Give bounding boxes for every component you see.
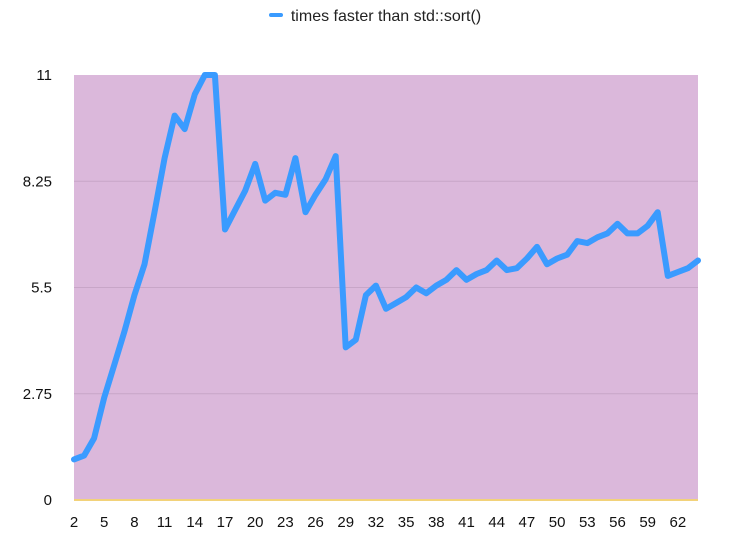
x-tick-label: 35 (398, 514, 415, 531)
data-point (614, 221, 620, 227)
data-point (403, 294, 409, 300)
data-point (272, 190, 278, 196)
data-point (484, 267, 490, 273)
data-point (141, 261, 147, 267)
data-point (282, 192, 288, 198)
data-point (242, 188, 248, 194)
data-point (574, 238, 580, 244)
data-point (152, 209, 158, 215)
data-point (514, 265, 520, 271)
data-point (91, 435, 97, 441)
x-tick-label: 32 (368, 514, 385, 531)
data-point (182, 126, 188, 132)
data-point (222, 227, 228, 233)
x-tick-label: 20 (247, 514, 264, 531)
data-point (192, 91, 198, 97)
x-tick-label: 26 (307, 514, 324, 531)
x-tick-label: 44 (488, 514, 505, 531)
data-point (635, 230, 641, 236)
data-point (323, 176, 329, 182)
data-point (655, 209, 661, 215)
data-point (252, 161, 258, 167)
x-tick-label: 8 (130, 514, 138, 531)
data-point (393, 300, 399, 306)
data-point (645, 223, 651, 229)
y-tick-label: 8.25 (23, 173, 52, 190)
x-tick-label: 5 (100, 514, 108, 531)
x-tick-label: 17 (217, 514, 234, 531)
data-point (494, 257, 500, 263)
x-tick-label: 62 (670, 514, 687, 531)
x-tick-label: 14 (186, 514, 203, 531)
data-point (594, 234, 600, 240)
data-point (353, 337, 359, 343)
y-tick-label: 5.5 (31, 280, 52, 297)
data-point (121, 329, 127, 335)
data-point (433, 283, 439, 289)
data-point (675, 269, 681, 275)
data-point (665, 273, 671, 279)
y-tick-label: 0 (44, 492, 52, 509)
data-point (343, 344, 349, 350)
x-tick-label: 50 (549, 514, 566, 531)
data-point (604, 230, 610, 236)
data-point (534, 244, 540, 250)
x-tick-label: 56 (609, 514, 626, 531)
data-point (313, 192, 319, 198)
data-point (504, 267, 510, 273)
y-tick-label: 11 (36, 67, 52, 84)
data-point (564, 252, 570, 258)
data-point (413, 285, 419, 290)
data-point (202, 72, 208, 78)
data-point (333, 153, 339, 159)
data-point (423, 290, 429, 296)
data-point (554, 256, 560, 262)
data-point (162, 155, 168, 161)
data-point (71, 456, 77, 462)
data-point (464, 277, 470, 283)
chart-legend: times faster than std::sort() (0, 8, 750, 26)
data-point (212, 72, 218, 78)
data-point (262, 198, 268, 204)
data-point (383, 306, 389, 312)
x-tick-label: 38 (428, 514, 445, 531)
y-tick-label: 2.75 (23, 386, 52, 403)
data-point (373, 283, 379, 289)
x-tick-label: 2 (70, 514, 78, 531)
data-point (625, 230, 631, 236)
x-tick-label: 11 (157, 514, 173, 531)
data-point (453, 267, 459, 273)
data-point (584, 240, 590, 246)
x-tick-label: 23 (277, 514, 294, 531)
legend-label: times faster than std::sort() (290, 8, 482, 25)
data-point (81, 453, 87, 459)
data-point (443, 277, 449, 283)
data-point (685, 265, 691, 271)
x-tick-label: 47 (519, 514, 536, 531)
data-point (474, 271, 480, 277)
x-tick-label: 53 (579, 514, 596, 531)
x-tick-label: 41 (458, 514, 475, 531)
data-point (172, 113, 178, 119)
data-point (524, 256, 530, 262)
data-point (302, 209, 308, 215)
data-point (101, 395, 107, 401)
data-point (363, 292, 369, 298)
data-point (292, 155, 298, 161)
data-point (232, 207, 238, 213)
data-point (131, 292, 137, 298)
x-tick-label: 29 (337, 514, 354, 531)
legend-swatch (268, 13, 283, 17)
data-point (695, 257, 701, 263)
data-point (111, 362, 117, 368)
data-point (544, 261, 550, 267)
x-tick-label: 59 (639, 514, 656, 531)
